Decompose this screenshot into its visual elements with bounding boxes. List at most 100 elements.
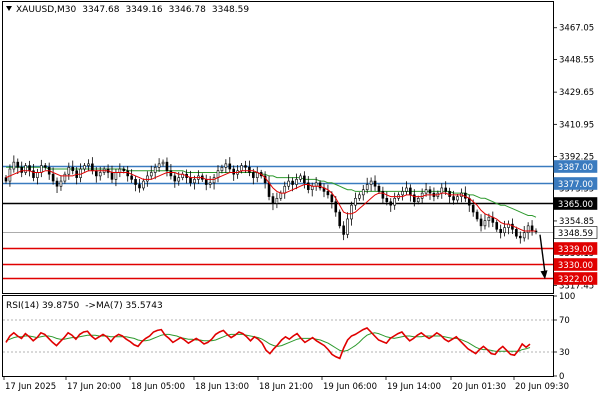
candle-body xyxy=(346,218,349,235)
rsi-panel-frame xyxy=(2,295,554,377)
candle-body xyxy=(63,173,67,182)
candle-body xyxy=(232,168,236,175)
candle-body xyxy=(169,170,173,177)
candle-body xyxy=(208,182,212,185)
time-tick-label: 18 Jun 13:00 xyxy=(195,382,249,392)
fast-ma-series xyxy=(5,170,536,232)
rsi-ma-label: ->MA(7) 35.5743 xyxy=(85,301,163,311)
level-badge-label: 3365.00 xyxy=(558,200,593,210)
time-tick-label: 19 Jun 06:00 xyxy=(323,382,377,392)
candle-body xyxy=(244,165,247,168)
candle-body xyxy=(530,225,534,232)
ohlc-low: 3346.78 xyxy=(168,5,206,15)
ohlc-high: 3349.16 xyxy=(125,5,163,15)
candle-body xyxy=(228,163,232,170)
candle-body xyxy=(310,185,314,190)
price-levels xyxy=(3,165,553,280)
candle-body xyxy=(79,168,82,178)
candle-body xyxy=(153,167,157,173)
candle-body xyxy=(87,163,90,166)
rsi-panel xyxy=(3,319,553,360)
candle-body xyxy=(16,161,20,168)
candle-body xyxy=(287,180,290,187)
price-tick-label: 3317.45 xyxy=(559,281,594,291)
candle-body xyxy=(385,197,389,203)
candle-body xyxy=(428,189,432,194)
candle-body xyxy=(338,211,342,227)
level-badge-label: 3387.00 xyxy=(558,163,593,173)
collapse-triangle-icon[interactable] xyxy=(6,6,12,11)
candle-body xyxy=(373,180,377,187)
level-badge xyxy=(553,258,598,271)
candle-body xyxy=(487,216,491,221)
candle-body xyxy=(464,192,467,199)
candle-body xyxy=(499,228,502,234)
level-badge xyxy=(553,177,598,190)
candle-body xyxy=(28,165,31,172)
rsi-axis: 100 70 30 0 xyxy=(553,292,575,382)
candle-body xyxy=(377,185,381,192)
price-tick-label: 3429.65 xyxy=(559,88,594,98)
candle-body xyxy=(342,225,345,235)
time-tick-label: 17 Jun 2025 xyxy=(5,382,56,392)
time-tick-label: 17 Jun 20:00 xyxy=(67,382,121,392)
candle-body xyxy=(252,172,255,178)
candle-body xyxy=(24,165,27,173)
candle-body xyxy=(204,179,208,185)
main-panel-frame xyxy=(2,1,554,294)
candle-body xyxy=(393,197,396,206)
rsi-header: RSI(14) 39.8750 ->MA(7) 35.5743 xyxy=(6,301,163,311)
forecast-arrow-head xyxy=(540,270,548,280)
candle-body xyxy=(306,182,310,190)
candle-body xyxy=(365,184,369,190)
candle-body xyxy=(4,177,8,182)
candle-body xyxy=(267,182,271,197)
candle-body xyxy=(32,170,35,178)
candle-body xyxy=(330,194,334,203)
candle-body xyxy=(483,220,487,227)
symbol-label: XAUUSD,M30 xyxy=(16,5,77,15)
candle-body xyxy=(173,175,177,182)
candle-body xyxy=(495,222,499,230)
level-badge xyxy=(553,272,598,285)
price-tick-label: 3392.25 xyxy=(559,153,594,163)
candle-body xyxy=(456,196,459,201)
candle-body xyxy=(361,189,365,196)
candle-body xyxy=(515,228,518,237)
level-badge-label: 3377.00 xyxy=(558,180,593,190)
candle-body xyxy=(358,194,361,199)
candle-body xyxy=(389,201,393,206)
candle-body xyxy=(318,182,322,189)
candle-body xyxy=(526,225,530,234)
candle-body xyxy=(381,191,385,199)
candle-body xyxy=(71,167,75,172)
time-tick-label: 18 Jun 21:00 xyxy=(259,382,313,392)
ohlc-close: 3348.59 xyxy=(211,5,250,15)
rsi-ma-line xyxy=(5,332,531,352)
ohlc-open: 3347.68 xyxy=(82,5,120,15)
slow-ma-series xyxy=(6,166,537,218)
level-badge-label: 3322.00 xyxy=(558,275,593,285)
candle-body xyxy=(40,165,43,173)
candle-body xyxy=(177,177,181,182)
time-axis: 17 Jun 2025 17 Jun 20:00 18 Jun 05:00 18 Ju… xyxy=(3,376,569,392)
forecast-arrow-shaft xyxy=(539,234,546,274)
candle-body xyxy=(248,167,251,173)
candle-body xyxy=(271,196,275,204)
candle-body xyxy=(91,163,94,172)
candle-body xyxy=(51,173,55,182)
candle-body xyxy=(83,165,86,170)
level-badge xyxy=(553,160,598,173)
candle-body xyxy=(134,179,137,185)
candle-body xyxy=(110,172,114,180)
time-tick-label: 20 Jun 09:30 xyxy=(515,382,569,392)
candle-body xyxy=(420,192,424,199)
candle-body xyxy=(224,163,228,168)
candle-body xyxy=(212,177,216,184)
level-badge-label: 3348.59 xyxy=(558,229,593,239)
candle-body xyxy=(471,204,475,213)
candle-body xyxy=(518,235,522,239)
candle-body xyxy=(94,170,98,177)
candle-body xyxy=(303,175,306,184)
